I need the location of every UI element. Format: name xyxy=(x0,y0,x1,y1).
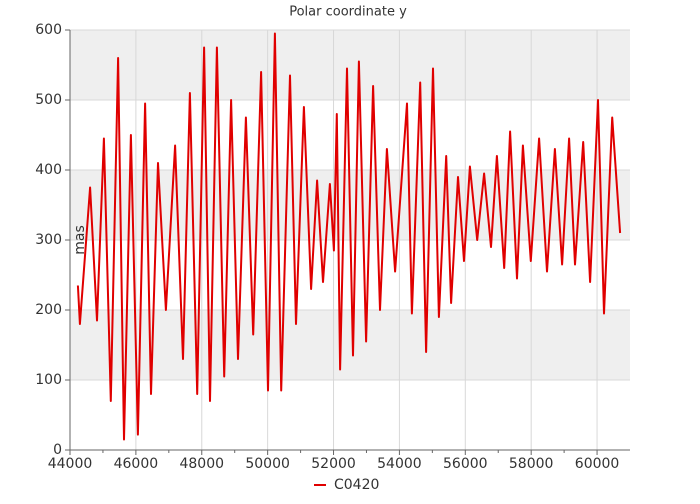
y-tick-label: 500 xyxy=(35,92,62,108)
x-tick-label: 56000 xyxy=(443,456,488,472)
legend-label: C0420 xyxy=(334,477,379,493)
x-tick-label: 58000 xyxy=(509,456,554,472)
grid-band xyxy=(70,310,630,380)
x-tick-label: 52000 xyxy=(311,456,356,472)
y-tick-label: 300 xyxy=(35,232,62,248)
x-tick-label: 54000 xyxy=(377,456,422,472)
x-tick-label: 46000 xyxy=(114,456,159,472)
y-tick-label: 400 xyxy=(35,162,62,178)
data-line xyxy=(76,32,622,441)
chart-title: Polar coordinate y xyxy=(289,5,407,20)
y-tick-label: 200 xyxy=(35,302,62,318)
x-tick-label: 44000 xyxy=(48,456,93,472)
y-tick-label: 0 xyxy=(53,442,62,458)
y-tick-label: 600 xyxy=(35,22,62,38)
x-tick-label: 60000 xyxy=(575,456,620,472)
grid-band xyxy=(70,30,630,100)
y-tick-label: 100 xyxy=(35,372,62,388)
x-tick-label: 48000 xyxy=(179,456,224,472)
x-tick-label: 50000 xyxy=(245,456,290,472)
y-axis-label: mas xyxy=(72,225,88,255)
